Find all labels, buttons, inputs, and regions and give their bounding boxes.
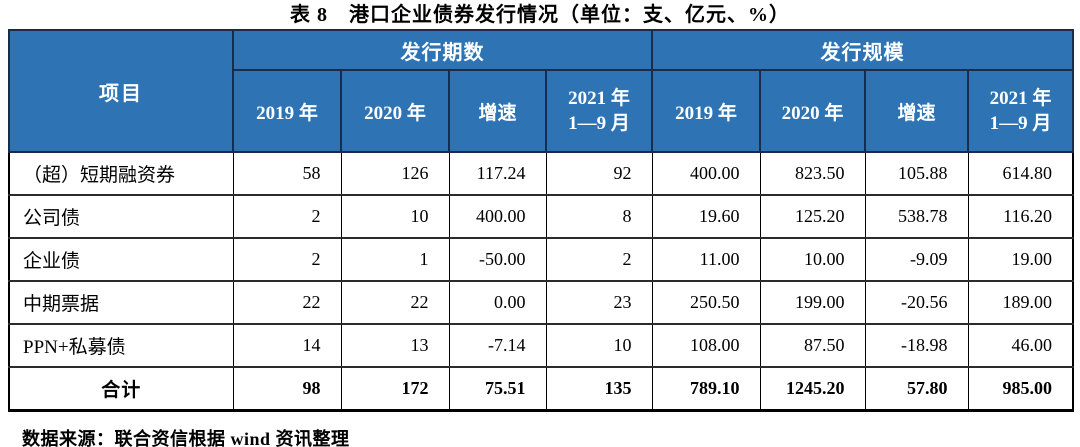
table-cell: 538.78	[864, 194, 969, 239]
table-cell: 400.00	[448, 194, 547, 239]
table-body: （超）短期融资券 58 126 117.24 92 400.00 823.50 …	[8, 151, 1074, 412]
header-scale-2020: 2020 年	[759, 69, 866, 153]
row-label: 中期票据	[8, 280, 234, 325]
header-group-issue-count: 发行期数	[232, 29, 653, 71]
table-row-ppn-private-bond: PPN+私募债 14 13 -7.14 10 108.00 87.50 -18.…	[8, 323, 1074, 368]
header-count-2021-text: 2021 年 1—9 月	[568, 86, 630, 136]
table-cell: 13	[340, 323, 450, 368]
row-label: （超）短期融资券	[8, 151, 234, 196]
table-cell: 10	[340, 194, 450, 239]
table-cell: 14	[232, 323, 342, 368]
table-cell: 789.10	[651, 366, 761, 412]
table-cell: 199.00	[759, 280, 866, 325]
total-label: 合计	[8, 366, 234, 412]
table-cell: 11.00	[651, 237, 761, 282]
header-group-issue-scale: 发行规模	[651, 29, 1074, 71]
header-count-2019: 2019 年	[232, 69, 342, 153]
table-title: 表 8 港口企业债券发行情况（单位：支、亿元、%）	[290, 4, 790, 26]
header-scale-2021-line2: 1—9 月	[989, 113, 1052, 134]
table-cell: -9.09	[864, 237, 969, 282]
table-cell: 614.80	[967, 151, 1074, 196]
table-cell: 135	[545, 366, 653, 412]
header-count-growth: 增速	[448, 69, 547, 153]
table-row-medium-term-notes: 中期票据 22 22 0.00 23 250.50 199.00 -20.56 …	[8, 280, 1074, 325]
row-label: 公司债	[8, 194, 234, 239]
table-cell: 189.00	[967, 280, 1074, 325]
header-scale-2019: 2019 年	[651, 69, 761, 153]
table-row-total: 合计 98 172 75.51 135 789.10 1245.20 57.80…	[8, 366, 1074, 412]
table-cell: 126	[340, 151, 450, 196]
table-cell: 108.00	[651, 323, 761, 368]
bond-issuance-table: 项目 发行期数 发行规模 2019 年 2020 年 增速 2021 年 1—9…	[8, 29, 1074, 412]
table-cell: 2	[232, 194, 342, 239]
table-cell: 250.50	[651, 280, 761, 325]
table-row-corporate-bond: 公司债 2 10 400.00 8 19.60 125.20 538.78 11…	[8, 194, 1074, 239]
table-cell: 1245.20	[759, 366, 866, 412]
header-scale-growth: 增速	[864, 69, 969, 153]
table-cell: 1	[340, 237, 450, 282]
header-group-row: 项目 发行期数 发行规模	[8, 29, 1074, 153]
table-cell: 823.50	[759, 151, 866, 196]
table-cell: 19.60	[651, 194, 761, 239]
header-scale-2021: 2021 年 1—9 月	[967, 69, 1074, 153]
table-cell: 87.50	[759, 323, 866, 368]
table-cell: 116.20	[967, 194, 1074, 239]
table-cell: -7.14	[448, 323, 547, 368]
header-count-2021: 2021 年 1—9 月	[545, 69, 653, 153]
table-cell: 8	[545, 194, 653, 239]
table-cell: 117.24	[448, 151, 547, 196]
table-header: 项目 发行期数 发行规模 2019 年 2020 年 增速 2021 年 1—9…	[8, 29, 1074, 153]
table-cell: 400.00	[651, 151, 761, 196]
header-year-row: 2019 年 2020 年 增速 2021 年 1—9 月 2019 年 202…	[9, 69, 1074, 153]
table-cell: 2	[232, 237, 342, 282]
row-label: PPN+私募债	[8, 323, 234, 368]
table-row-short-term-notes: （超）短期融资券 58 126 117.24 92 400.00 823.50 …	[8, 151, 1074, 196]
table-cell: 57.80	[864, 366, 969, 412]
table-cell: 172	[340, 366, 450, 412]
table-cell: 98	[232, 366, 342, 412]
table-cell: 46.00	[967, 323, 1074, 368]
table-cell: 22	[340, 280, 450, 325]
header-scale-2021-line1: 2021 年	[989, 88, 1052, 109]
table-cell: 58	[232, 151, 342, 196]
table-cell: 10	[545, 323, 653, 368]
table-cell: 125.20	[759, 194, 866, 239]
table-cell: 105.88	[864, 151, 969, 196]
table-cell: 75.51	[448, 366, 547, 412]
table-cell: 22	[232, 280, 342, 325]
table-cell: 0.00	[448, 280, 547, 325]
table-cell: 2	[545, 237, 653, 282]
header-count-2021-line2: 1—9 月	[568, 113, 630, 134]
table-cell: 92	[545, 151, 653, 196]
table-row-enterprise-bond: 企业债 2 1 -50.00 2 11.00 10.00 -9.09 19.00	[8, 237, 1074, 282]
table-cell: -20.56	[864, 280, 969, 325]
table-cell: 10.00	[759, 237, 866, 282]
header-scale-2021-text: 2021 年 1—9 月	[990, 86, 1052, 136]
header-count-2021-line1: 2021 年	[568, 88, 630, 109]
table-cell: 19.00	[967, 237, 1074, 282]
row-label: 企业债	[8, 237, 234, 282]
header-count-2020: 2020 年	[340, 69, 450, 153]
data-source-note: 数据来源：联合资信根据 wind 资讯整理	[22, 429, 350, 447]
table-cell: 23	[545, 280, 653, 325]
table-cell: -50.00	[448, 237, 547, 282]
table-cell: 985.00	[967, 366, 1074, 412]
table-cell: -18.98	[864, 323, 969, 368]
header-item: 项目	[8, 29, 234, 153]
